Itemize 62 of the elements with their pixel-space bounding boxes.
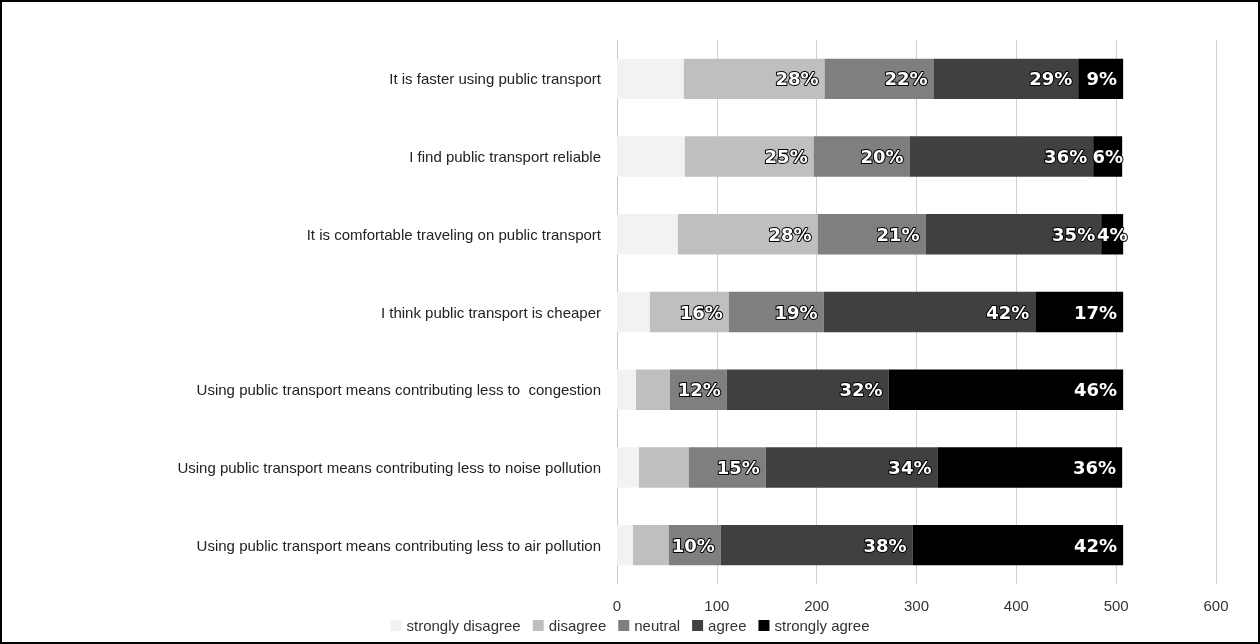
bar: [937, 447, 1123, 488]
bar: [635, 369, 670, 410]
bar: [888, 369, 1124, 410]
legend-label: disagree: [548, 617, 607, 634]
bar: [765, 447, 938, 488]
x-tick-label: 600: [1203, 597, 1229, 614]
annotation: 12%: [677, 379, 721, 401]
annotation: 35%: [1052, 223, 1096, 245]
annotation: 29%: [1029, 68, 1073, 90]
y-tick-label: I find public transport reliable: [409, 148, 601, 166]
annotation: 28%: [768, 223, 812, 245]
legend-label: agree: [708, 617, 747, 634]
annotation: 42%: [1074, 534, 1118, 556]
x-tick-label: 400: [1003, 597, 1029, 614]
bar: [617, 447, 639, 488]
bar: [684, 136, 814, 177]
annotation: 16%: [679, 301, 723, 323]
bar: [720, 524, 913, 566]
annotation: 15%: [716, 456, 760, 478]
x-tick-label: 500: [1103, 597, 1129, 614]
y-tick-label: Using public transport means contributing less to air pollution: [196, 536, 601, 554]
legend-label: strongly agree: [774, 617, 870, 634]
annotation: 28%: [775, 68, 819, 90]
annotation: 34%: [888, 456, 932, 478]
annotation: 21%: [876, 223, 920, 245]
bar: [726, 369, 889, 410]
legend-label: neutral: [634, 617, 681, 634]
y-tick-label: Using public transport means contributing less to congestion: [196, 381, 601, 399]
bar: [933, 58, 1079, 100]
bar: [617, 214, 678, 255]
annotation: 32%: [839, 379, 883, 401]
bar: [617, 58, 684, 100]
annotation: 36%: [1073, 456, 1117, 478]
annotation: 20%: [860, 146, 904, 168]
annotation: 19%: [774, 301, 818, 323]
bar: [632, 524, 669, 566]
x-tick-label: 100: [704, 597, 730, 614]
y-tick-label: It is faster using public transport: [389, 70, 602, 88]
x-tick-label: 200: [804, 597, 830, 614]
bar: [617, 136, 685, 177]
bar: [912, 524, 1124, 566]
legend-label: strongly disagree: [406, 617, 521, 634]
bar: [617, 524, 633, 566]
annotation: 46%: [1074, 379, 1118, 401]
bar: [617, 291, 650, 333]
y-tick-label: I think public transport is cheaper: [380, 303, 601, 321]
bar: [638, 447, 689, 488]
annotation: 9%: [1086, 68, 1118, 90]
annotation: 36%: [1044, 146, 1088, 168]
bar: [823, 291, 1036, 333]
annotation: 22%: [884, 68, 928, 90]
x-tick-label: 300: [903, 597, 930, 614]
annotation: 42%: [986, 301, 1030, 323]
y-tick-label: It is comfortable traveling on public transport: [306, 225, 602, 243]
annotation: 10%: [671, 534, 715, 556]
annotation: 25%: [764, 146, 808, 168]
annotation: 38%: [863, 534, 907, 556]
y-tick-label: Using public transport means contributing less to noise pollution: [177, 458, 601, 476]
annotation: 17%: [1074, 301, 1118, 323]
bar: [909, 136, 1094, 177]
bar: [617, 369, 636, 410]
x-tick-label: 0: [612, 597, 622, 614]
